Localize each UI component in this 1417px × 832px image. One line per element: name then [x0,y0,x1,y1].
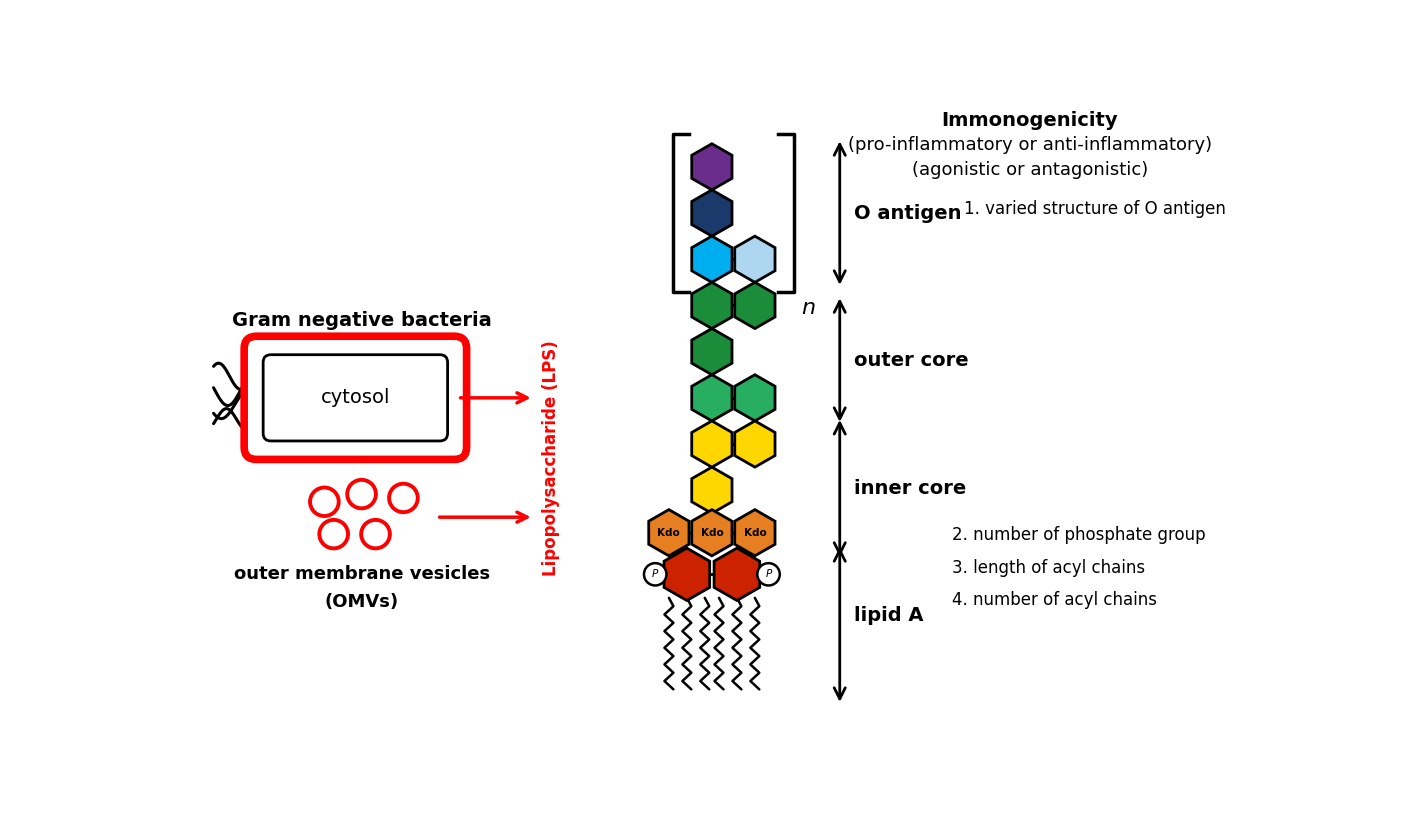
Polygon shape [735,421,775,467]
Polygon shape [691,190,733,236]
Text: 3. length of acyl chains: 3. length of acyl chains [952,559,1145,577]
Text: outer membrane vesicles: outer membrane vesicles [234,565,490,583]
Polygon shape [735,510,775,556]
Text: O antigen: O antigen [853,204,961,222]
Polygon shape [691,282,733,329]
Text: lipid A: lipid A [853,606,924,625]
Circle shape [390,483,418,513]
Polygon shape [691,467,733,513]
Circle shape [319,520,349,548]
Text: Kdo: Kdo [700,527,723,537]
Polygon shape [735,374,775,421]
Polygon shape [665,548,710,601]
Text: Immonogenicity: Immonogenicity [941,111,1118,130]
Text: P: P [652,569,659,579]
Polygon shape [691,510,733,556]
FancyBboxPatch shape [264,354,448,441]
Text: inner core: inner core [853,479,966,498]
Text: (agonistic or antagonistic): (agonistic or antagonistic) [911,161,1148,179]
Text: Gram negative bacteria: Gram negative bacteria [232,311,492,330]
Text: 2. number of phosphate group: 2. number of phosphate group [952,527,1206,544]
Polygon shape [691,421,733,467]
Circle shape [757,563,779,586]
Text: 4. number of acyl chains: 4. number of acyl chains [952,591,1158,609]
Circle shape [643,563,666,586]
Text: (OMVs): (OMVs) [324,592,398,611]
Polygon shape [735,282,775,329]
Text: cytosol: cytosol [320,389,390,408]
Polygon shape [649,510,689,556]
Polygon shape [714,548,760,601]
Polygon shape [691,374,733,421]
Circle shape [310,488,339,516]
FancyBboxPatch shape [244,336,466,459]
Polygon shape [691,236,733,282]
Polygon shape [691,144,733,190]
Text: 1. varied structure of O antigen: 1. varied structure of O antigen [964,201,1226,218]
Text: outer core: outer core [853,350,968,369]
Text: Lipopolysaccharide (LPS): Lipopolysaccharide (LPS) [541,340,560,576]
Text: (pro-inflammatory or anti-inflammatory): (pro-inflammatory or anti-inflammatory) [847,136,1212,154]
Polygon shape [735,236,775,282]
Text: n: n [802,298,816,318]
Text: P: P [765,569,772,579]
Circle shape [347,480,376,508]
Circle shape [361,520,390,548]
Text: Kdo: Kdo [657,527,680,537]
Text: Kdo: Kdo [744,527,767,537]
Polygon shape [691,329,733,374]
